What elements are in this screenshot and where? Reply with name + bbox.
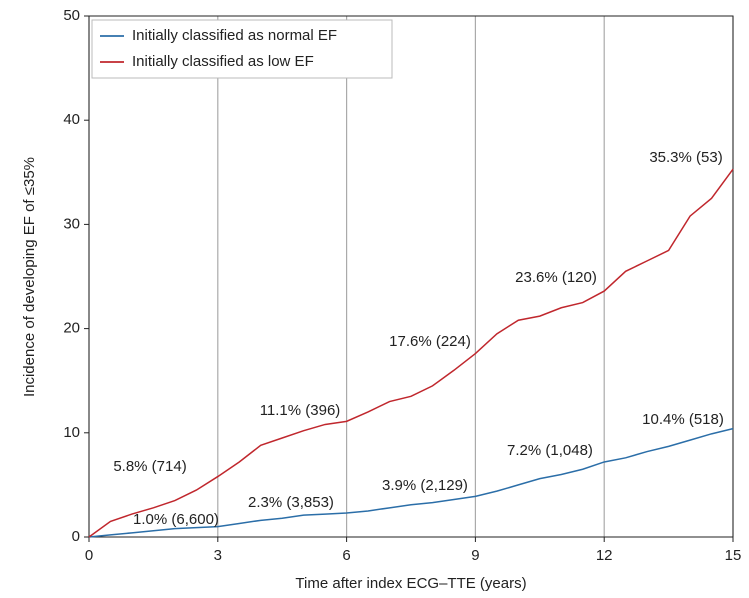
annotation: 17.6% (224) <box>389 333 471 350</box>
plot-frame <box>88 15 734 538</box>
legend-label: Initially classified as low EF <box>132 53 314 70</box>
y-tick-label: 20 <box>63 320 80 337</box>
annotation: 10.4% (518) <box>642 411 724 428</box>
annotation: 3.9% (2,129) <box>382 477 468 494</box>
series-line <box>88 168 734 538</box>
y-tick-label: 50 <box>63 7 80 24</box>
series-line <box>88 427 734 538</box>
legend-label: Initially classified as normal EF <box>132 27 337 44</box>
annotation: 7.2% (1,048) <box>507 442 593 459</box>
annotation: 1.0% (6,600) <box>133 511 219 528</box>
x-tick-label: 12 <box>596 547 613 564</box>
annotation: 5.8% (714) <box>113 458 186 475</box>
annotation: 2.3% (3,853) <box>248 494 334 511</box>
x-tick-label: 0 <box>85 547 93 564</box>
x-tick-label: 6 <box>342 547 350 564</box>
y-axis-label: Incidence of developing EF of ≤35% <box>21 157 38 397</box>
annotation: 23.6% (120) <box>515 269 597 286</box>
x-tick-label: 15 <box>725 547 742 564</box>
x-tick-label: 3 <box>214 547 222 564</box>
y-tick-label: 0 <box>72 528 80 545</box>
y-tick-label: 10 <box>63 424 80 441</box>
legend-box <box>91 19 393 79</box>
y-tick-label: 30 <box>63 215 80 232</box>
x-tick-label: 9 <box>471 547 479 564</box>
x-axis-label: Time after index ECG–TTE (years) <box>295 575 526 592</box>
annotation: 35.3% (53) <box>649 149 722 166</box>
annotation: 11.1% (396) <box>260 402 341 419</box>
y-tick-label: 40 <box>63 111 80 128</box>
